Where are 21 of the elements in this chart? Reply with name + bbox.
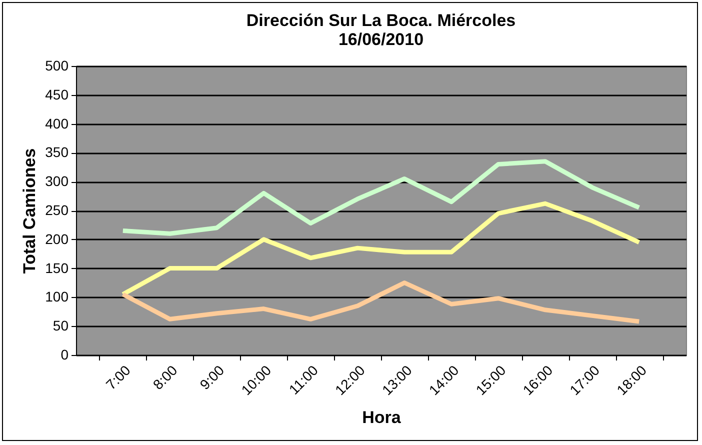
y-tick-label: 450: [45, 86, 69, 102]
text: 16/06/2010: [338, 30, 424, 49]
y-tick-label: 250: [45, 202, 69, 218]
y-tick-label: 50: [52, 318, 69, 334]
line-series: [120, 201, 642, 297]
y-axis-title: Total Camiones: [20, 148, 40, 274]
y-tick-label: 300: [45, 173, 69, 190]
x-tick-label: 8:00: [150, 362, 180, 393]
y-tick-label: 200: [45, 230, 69, 247]
x-tick-label: 9:00: [196, 362, 228, 393]
x-axis-title: Hora: [362, 408, 402, 428]
text: Dirección Sur La Boca. Miércoles: [246, 11, 516, 30]
y-tick-label: 350: [45, 144, 69, 160]
y-tick-label: 500: [45, 58, 69, 74]
x-tick-label: 7:00: [102, 362, 134, 393]
line-series: [120, 280, 642, 324]
line-series: [120, 159, 642, 236]
y-tick-label: 0: [60, 346, 69, 362]
y-tick-label: 150: [45, 260, 69, 276]
y-tick-label: 400: [45, 115, 69, 132]
y-tick-label: 100: [45, 288, 69, 305]
